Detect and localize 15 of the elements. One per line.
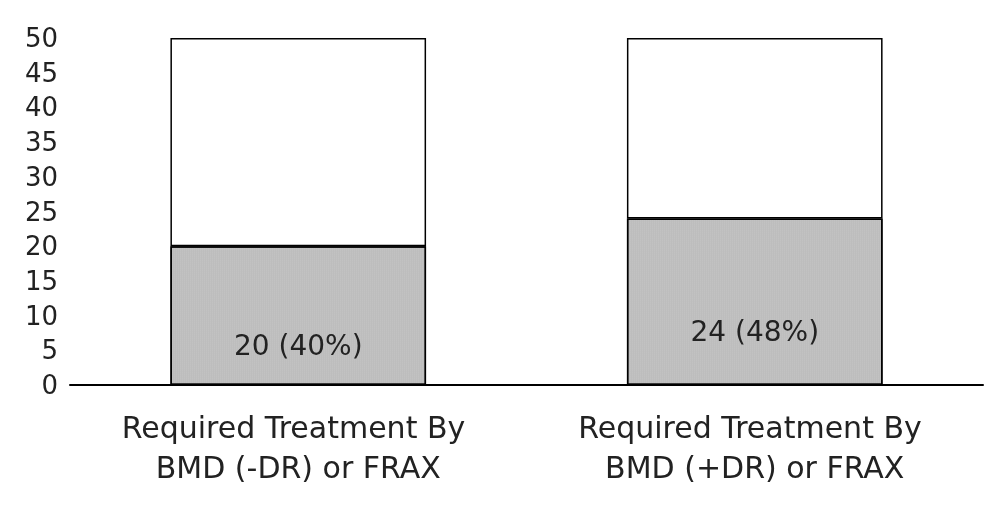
y-tick-label: 50 [24, 23, 58, 53]
y-tick-label: 30 [24, 161, 58, 192]
data-label: 20 (40%) [233, 329, 363, 363]
data-label: 24 (48%) [690, 315, 820, 349]
y-tick-label: 35 [24, 127, 58, 158]
y-tick-label: 15 [24, 265, 58, 296]
y-tick-label: 40 [24, 92, 58, 123]
y-tick-label: 10 [24, 300, 58, 331]
y-tick-label: 25 [24, 196, 58, 227]
x-tick-label: Required Treatment By BMD (-DR) or FRAX [121, 409, 475, 485]
x-tick-label: Required Treatment By BMD (+DR) or FRAX [578, 409, 932, 485]
y-tick-label: 45 [24, 57, 58, 88]
y-tick-label: 5 [41, 335, 58, 366]
y-tick-label: 20 [24, 231, 58, 262]
y-tick-label: 0 [41, 370, 58, 400]
